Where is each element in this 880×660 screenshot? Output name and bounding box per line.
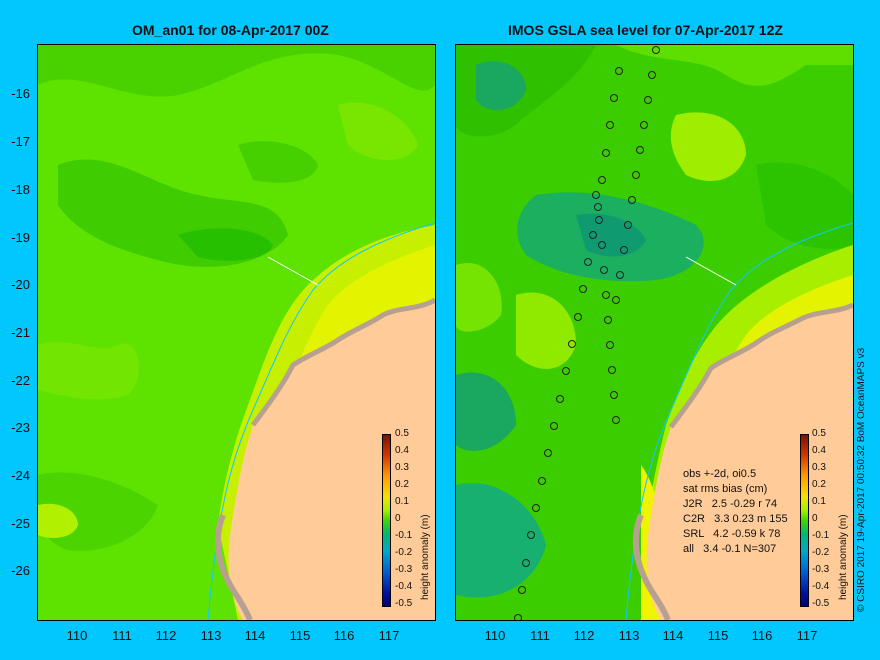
- x-tick-label: 113: [200, 628, 222, 643]
- stats-line: sat rms bias (cm): [683, 483, 768, 495]
- colorbar-label: 0: [395, 513, 401, 524]
- y-tick-label: -18: [11, 182, 30, 197]
- x-tick-label: 115: [707, 628, 729, 643]
- y-tick-label: -26: [11, 563, 30, 578]
- colorbar-label: -0.2: [395, 547, 413, 558]
- satellite-track-srl: [612, 46, 660, 304]
- colorbar-label: 0: [812, 513, 818, 524]
- colorbar-label: 0.4: [395, 445, 409, 456]
- colorbar-label: -0.5: [812, 598, 830, 609]
- right-map-panel: [455, 44, 854, 621]
- colorbar-label: -0.4: [812, 581, 830, 592]
- x-tick-label: 115: [289, 628, 311, 643]
- colorbar-label: 0.4: [812, 445, 826, 456]
- colorbar-label: -0.2: [812, 547, 830, 558]
- colorbar-label: -0.5: [395, 598, 413, 609]
- colorbar-label: -0.3: [812, 564, 830, 575]
- y-tick-label: -25: [11, 516, 30, 531]
- x-tick-label: 112: [573, 628, 595, 643]
- stats-line: SRL 4.2 -0.59 k 78: [683, 528, 781, 540]
- y-tick-label: -17: [11, 134, 30, 149]
- colorbar-label: 0.1: [395, 496, 409, 507]
- colorbar-label: 0.3: [395, 462, 409, 473]
- left-map: [38, 45, 435, 620]
- colorbar-label: 0.2: [812, 479, 826, 490]
- colorbar-gradient: [382, 434, 391, 607]
- stats-line: C2R 3.3 0.23 m 155: [683, 513, 788, 525]
- stats-line: J2R 2.5 -0.29 r 74: [683, 498, 778, 510]
- x-tick-label: 116: [751, 628, 773, 643]
- stats-line: obs +-2d, oi0.5: [683, 468, 757, 480]
- copyright-credit: © CSIRO 2017 19-Apr-2017 00:50:32 BoM Oc…: [856, 347, 867, 612]
- left-panel-title: OM_an01 for 08-Apr-2017 00Z: [132, 22, 329, 38]
- colorbar-gradient: [800, 434, 809, 607]
- colorbar-label: 0.2: [395, 479, 409, 490]
- y-tick-label: -16: [11, 86, 30, 101]
- stats-line: all 3.4 -0.1 N=307: [683, 543, 777, 555]
- satellite-track-c2r: [592, 191, 620, 424]
- x-tick-label: 111: [530, 628, 550, 643]
- colorbar-label: 0.1: [812, 496, 826, 507]
- x-tick-label: 117: [378, 628, 400, 643]
- colorbar-label: 0.3: [812, 462, 826, 473]
- x-tick-label: 114: [662, 628, 684, 643]
- x-tick-label: 114: [244, 628, 266, 643]
- y-tick-label: -23: [11, 420, 30, 435]
- colorbar-title: height anomaly (m): [838, 514, 849, 600]
- x-tick-label: 110: [484, 628, 506, 643]
- colorbar-label: -0.1: [395, 530, 413, 541]
- colorbar-label: -0.1: [812, 530, 830, 541]
- right-panel-title: IMOS GSLA sea level for 07-Apr-2017 12Z: [508, 22, 783, 38]
- x-tick-label: 112: [155, 628, 177, 643]
- colorbar-label: -0.4: [395, 581, 413, 592]
- y-tick-label: -21: [11, 325, 30, 340]
- colorbar-label: 0.5: [395, 428, 409, 439]
- y-tick-label: -24: [11, 468, 30, 483]
- satellite-track-j2r: [514, 67, 623, 620]
- colorbar-title: height anomaly (m): [420, 514, 431, 600]
- x-tick-label: 111: [112, 628, 132, 643]
- colorbar-label: -0.3: [395, 564, 413, 575]
- colorbar-label: 0.5: [812, 428, 826, 439]
- y-tick-label: -22: [11, 373, 30, 388]
- left-map-panel: [37, 44, 436, 621]
- right-map: [456, 45, 853, 620]
- x-tick-label: 110: [66, 628, 88, 643]
- x-tick-label: 116: [333, 628, 355, 643]
- x-tick-label: 113: [618, 628, 640, 643]
- y-tick-label: -20: [11, 277, 30, 292]
- y-tick-label: -19: [11, 230, 30, 245]
- x-tick-label: 117: [796, 628, 818, 643]
